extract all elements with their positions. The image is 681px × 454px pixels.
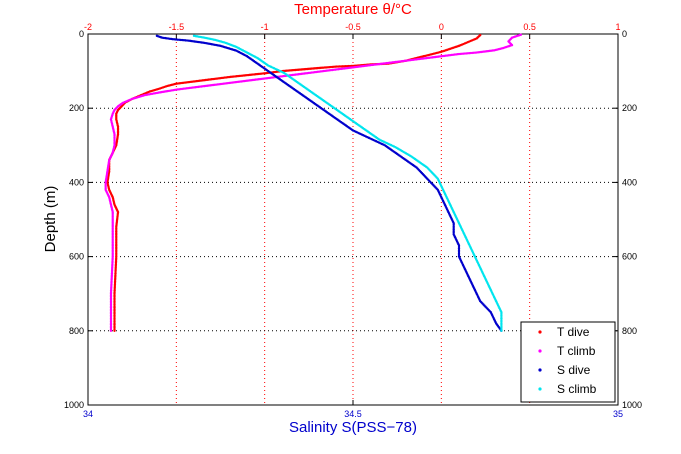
top-tick-label: 0 (439, 22, 444, 32)
legend-marker (538, 387, 542, 391)
y-axis-title: Depth (m) (42, 186, 59, 253)
legend: T dive T climb S dive S climb (520, 321, 616, 403)
grid (88, 34, 618, 405)
legend-marker (538, 349, 542, 353)
axis-ticks: -2 -1.5 -1 -0.5 0 0.5 1 34 34.5 35 0 0 200 200 400 400 6… (64, 22, 642, 419)
data-point (500, 329, 503, 332)
data-point (479, 33, 482, 37)
top-tick-label: -2 (84, 22, 92, 32)
left-tick-label: 600 (69, 252, 84, 262)
top-tick-label: -0.5 (345, 22, 361, 32)
left-tick-label: 200 (69, 103, 84, 113)
top-tick-label: 0.5 (523, 22, 536, 32)
bottom-axis-title: Salinity S(PSS−78) (289, 419, 417, 436)
data-series (104, 33, 523, 332)
top-tick-label: -1 (261, 22, 269, 32)
left-tick-label: 800 (69, 326, 84, 336)
top-tick-label: -1.5 (169, 22, 185, 32)
legend-marker (538, 368, 542, 372)
top-axis-title: Temperature θ/°C (294, 1, 412, 18)
left-tick-label: 400 (69, 177, 84, 187)
left-tick-label: 0 (79, 29, 84, 39)
legend-label: T dive (557, 325, 590, 339)
legend-label: S climb (557, 382, 597, 396)
legend-marker (538, 330, 542, 334)
legend-label: T climb (557, 344, 596, 358)
right-tick-label: 800 (622, 326, 637, 336)
data-point (519, 33, 523, 36)
bottom-tick-label: 35 (613, 409, 623, 419)
right-tick-label: 600 (622, 252, 637, 262)
top-tick-label: 1 (615, 22, 620, 32)
legend-box (520, 321, 616, 403)
right-tick-label: 400 (622, 177, 637, 187)
right-tick-label: 0 (622, 29, 627, 39)
right-tick-label: 200 (622, 103, 637, 113)
right-tick-label: 1000 (622, 400, 642, 410)
bottom-tick-label: 34.5 (344, 409, 362, 419)
bottom-tick-label: 34 (83, 409, 93, 419)
legend-label: S dive (557, 363, 591, 377)
left-tick-label: 1000 (64, 400, 84, 410)
